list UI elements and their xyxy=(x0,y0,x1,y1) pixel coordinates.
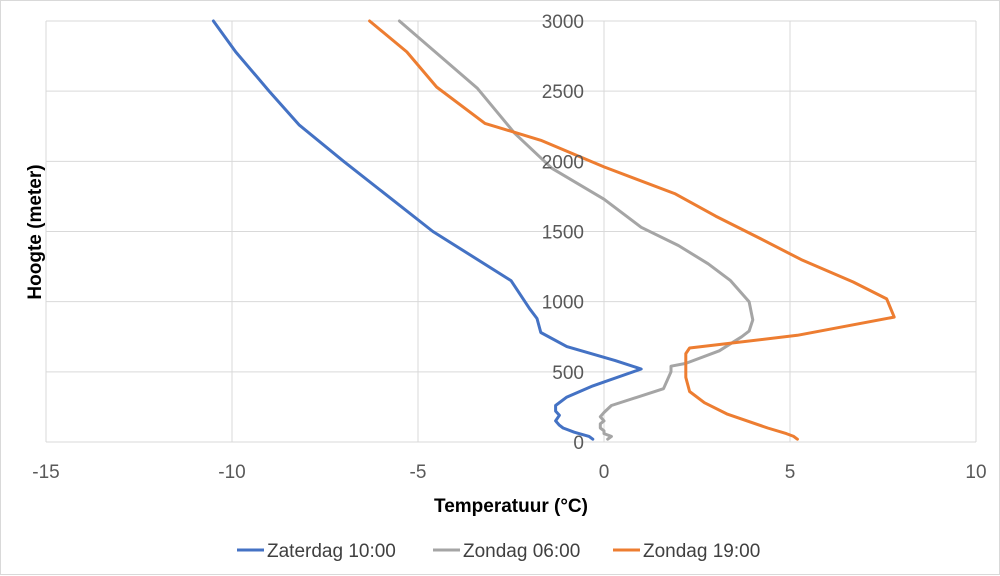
y-tick-label: 2000 xyxy=(542,152,584,173)
y-tick-label: 3000 xyxy=(542,12,584,33)
x-tick-label: 10 xyxy=(965,462,986,483)
y-tick-label: 2500 xyxy=(542,82,584,103)
x-tick-label: 5 xyxy=(785,462,796,483)
x-axis-title: Temperatuur (°C) xyxy=(434,496,588,517)
x-tick-labels: -15 -10 -5 0 5 10 xyxy=(32,462,986,483)
y-tick-labels: 0 500 1000 1500 2000 2500 3000 xyxy=(542,12,584,454)
legend-label-zaterdag-10-00: Zaterdag 10:00 xyxy=(267,541,396,562)
grid-layer xyxy=(45,20,977,443)
x-tick-label: 0 xyxy=(599,462,610,483)
x-tick-label: -15 xyxy=(32,462,59,483)
y-tick-label: 1500 xyxy=(542,223,584,244)
series-layer xyxy=(211,19,896,441)
series-line-zaterdag-10-00 xyxy=(211,19,643,441)
y-tick-label: 1000 xyxy=(542,293,584,314)
legend-label-zondag-06-00: Zondag 06:00 xyxy=(463,541,580,562)
x-tick-label: -5 xyxy=(410,462,427,483)
series-line-zondag-06-00 xyxy=(397,19,755,441)
series-line-zondag-19-00 xyxy=(368,19,896,441)
y-tick-label: 0 xyxy=(573,433,584,454)
y-axis-title: Hoogte (meter) xyxy=(25,164,46,299)
legend: Zaterdag 10:00 Zondag 06:00 Zondag 19:00 xyxy=(237,541,760,562)
x-tick-label: -10 xyxy=(218,462,245,483)
legend-label-zondag-19-00: Zondag 19:00 xyxy=(643,541,760,562)
y-tick-label: 500 xyxy=(552,363,584,384)
